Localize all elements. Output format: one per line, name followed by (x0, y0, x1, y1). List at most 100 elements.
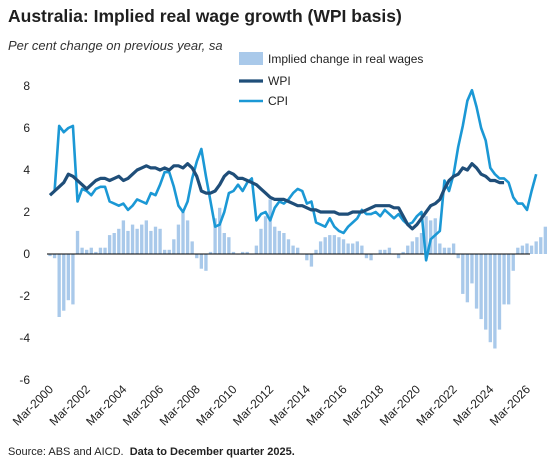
real-wage-bar (218, 207, 222, 254)
real-wage-bar (282, 233, 286, 254)
real-wage-bar (245, 251, 249, 254)
real-wage-bar (488, 254, 492, 343)
real-wage-bar (314, 249, 318, 254)
real-wage-bar (227, 237, 231, 254)
legend-swatch-bars (239, 52, 263, 65)
y-tick-label: 4 (23, 163, 30, 177)
bar-series (48, 199, 548, 349)
real-wage-bar (447, 247, 451, 254)
y-tick-label: -4 (19, 331, 30, 345)
real-wage-bar (346, 243, 350, 254)
real-wage-bar (419, 233, 424, 254)
real-wage-bar (442, 247, 447, 254)
real-wage-bar (534, 241, 538, 254)
real-wage-bar (199, 254, 204, 269)
y-tick-label: -6 (19, 373, 30, 387)
real-wage-bar (62, 254, 66, 311)
real-wage-bar (305, 254, 309, 261)
real-wage-bar (341, 239, 346, 254)
real-wage-bar (525, 243, 529, 254)
real-wage-bar (176, 224, 181, 254)
real-wage-bar (273, 226, 277, 254)
real-wage-bar (456, 254, 460, 259)
line-series (48, 88, 538, 262)
source-note: Source: ABS and AICD. Data to December q… (8, 446, 295, 458)
real-wage-bar (396, 254, 401, 259)
real-wage-bar (52, 254, 57, 259)
real-wage-bar (539, 237, 543, 254)
real-wage-bar (89, 247, 93, 254)
real-wage-bar (103, 247, 107, 254)
real-wage-bar (185, 220, 190, 254)
real-wage-bar (474, 254, 479, 309)
real-wage-bar (98, 247, 103, 254)
real-wage-bar (208, 251, 213, 254)
real-wage-bar (529, 245, 534, 254)
real-wage-bar (71, 254, 75, 305)
real-wage-bar (112, 233, 116, 254)
real-wage-bar (48, 254, 52, 257)
x-tick-label: Mar-2026 (487, 382, 533, 428)
real-wage-bar (337, 237, 341, 254)
real-wage-bar (506, 254, 511, 305)
chart-title: Australia: Implied real wage growth (WPI… (8, 6, 402, 26)
real-wage-bar (438, 243, 442, 254)
real-wage-bar (268, 199, 272, 254)
real-wage-bar (360, 245, 364, 254)
real-wage-bar (451, 243, 456, 254)
real-wage-bar (502, 254, 506, 305)
real-wage-bar (259, 228, 263, 254)
real-wage-bar (309, 254, 314, 267)
real-wage-bar (355, 241, 359, 254)
real-wage-bar (323, 237, 327, 254)
real-wage-bar (153, 226, 158, 254)
real-wage-bar (378, 249, 382, 254)
real-wage-bar (511, 254, 515, 271)
chart-legend: Implied change in real wages WPI CPI (239, 52, 423, 108)
legend-label: Implied change in real wages (268, 52, 423, 66)
real-wage-bar (369, 254, 373, 261)
real-wage-bar (181, 212, 185, 254)
real-wage-bar (75, 230, 80, 254)
real-wage-bar (332, 235, 337, 254)
chart-subtitle: Per cent change on previous year, sa (8, 38, 223, 53)
real-wage-bar (470, 254, 474, 284)
real-wage-bar (479, 254, 483, 320)
real-wage-bar (162, 249, 167, 254)
real-wage-bar (117, 228, 121, 254)
real-wage-bar (254, 245, 259, 254)
real-wage-bar (493, 254, 497, 349)
legend-label: CPI (268, 94, 288, 108)
real-wage-bar (130, 224, 135, 254)
real-wage-bar (429, 220, 433, 254)
real-wage-bar (296, 247, 300, 254)
x-axis-ticks: Mar-2000Mar-2002Mar-2004Mar-2006Mar-2008… (10, 382, 533, 428)
y-tick-label: -2 (19, 289, 30, 303)
real-wage-bar (158, 228, 162, 254)
real-wage-bar (85, 249, 89, 254)
real-wage-bar (424, 216, 428, 254)
source-prefix: Source: ABS and AICD. (8, 446, 124, 458)
real-wage-bar (484, 254, 488, 330)
wpi-line (48, 162, 505, 231)
real-wage-bar (107, 235, 112, 254)
real-wage-bar (516, 247, 520, 254)
real-wage-bar (57, 254, 61, 317)
real-wage-bar (351, 243, 355, 254)
real-wage-bar (149, 230, 153, 254)
y-tick-label: 2 (23, 205, 30, 219)
real-wage-bar (401, 251, 405, 254)
real-wage-bar (383, 249, 387, 254)
real-wage-bar (406, 245, 410, 254)
real-wage-bar (318, 241, 323, 254)
real-wage-bar (172, 239, 176, 254)
real-wage-bar (94, 251, 98, 254)
real-wage-bar (144, 220, 148, 254)
real-wage-bar (231, 251, 236, 254)
real-wage-bar (167, 249, 171, 254)
real-wage-bar (240, 251, 245, 254)
real-wage-bar (415, 237, 419, 254)
real-wage-bar (364, 254, 369, 259)
real-wage-bar (204, 254, 208, 271)
